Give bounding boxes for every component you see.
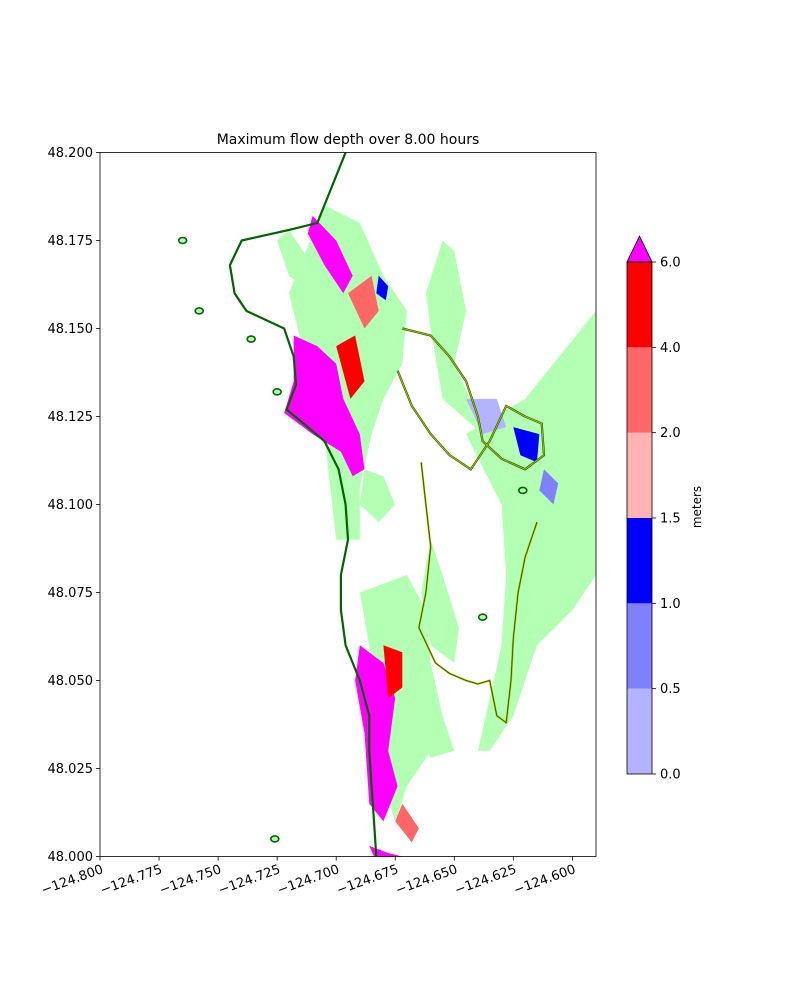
inundated-land-region (359, 469, 396, 523)
deep-flow-region (307, 215, 353, 294)
map-plot-area (177, 152, 596, 857)
deep-flow-region (395, 803, 419, 843)
deep-flow-region (369, 845, 403, 857)
colorbar-extend-max (626, 235, 653, 263)
y-tick-label: 48.075 (48, 586, 94, 601)
shallow-flow-region (376, 275, 389, 301)
y-tick-label: 48.200 (48, 146, 94, 161)
shallow-flow-region (539, 469, 559, 505)
colorbar-tick-label: 0.0 (660, 768, 681, 783)
deep-flow-region (284, 335, 365, 477)
island (269, 835, 280, 843)
deep-flow-region (348, 275, 379, 329)
colorbar-bin (627, 688, 652, 774)
x-tick-label: −124.700 (276, 862, 342, 898)
island (272, 388, 282, 396)
inundated-land-region (277, 229, 313, 294)
inundated-land-region (359, 574, 443, 822)
x-axis: −124.800−124.775−124.750−124.725−124.700… (39, 856, 578, 898)
x-tick-label: −124.800 (39, 862, 105, 898)
y-tick-label: 48.125 (48, 410, 94, 425)
colorbar-bin (627, 518, 652, 604)
shallow-flow-region (513, 427, 540, 463)
x-tick-label: −124.625 (453, 862, 519, 898)
x-tick-label: −124.775 (99, 862, 165, 898)
inundated-land-region (425, 240, 483, 435)
y-tick-label: 48.050 (48, 674, 94, 689)
island (517, 486, 528, 495)
colorbar-tick-label: 2.0 (660, 426, 681, 441)
colorbar-bin (627, 262, 652, 348)
inundated-land-region (421, 539, 459, 663)
y-tick-label: 48.100 (48, 498, 94, 513)
island (477, 613, 488, 621)
inner-boundary-edge (418, 462, 538, 724)
deep-flow-region (336, 335, 365, 399)
inundated-land-region (411, 687, 455, 758)
x-tick-label: −124.600 (512, 862, 578, 898)
x-tick-label: −124.725 (217, 862, 283, 898)
lagoon-contour-inner (397, 328, 545, 470)
colorbar-bin (627, 347, 652, 433)
deep-flow-region (355, 645, 398, 822)
colorbar-tick-label: 0.5 (660, 682, 681, 697)
y-tick-label: 48.025 (48, 762, 94, 777)
y-tick-label: 48.175 (48, 234, 94, 249)
x-tick-label: −124.675 (335, 862, 401, 898)
deep-flow-region (383, 645, 403, 699)
island (194, 307, 204, 315)
chart-title: Maximum flow depth over 8.00 hours (217, 132, 480, 148)
x-tick-label: −124.650 (394, 862, 460, 898)
colorbar-bin (627, 603, 652, 689)
colorbar-label: meters (690, 486, 704, 528)
colorbar-tick-label: 1.5 (660, 512, 681, 527)
x-tick-label: −124.750 (158, 862, 224, 898)
island (177, 236, 188, 245)
inundated-land-region (466, 310, 596, 751)
colorbar-tick-label: 4.0 (660, 341, 681, 356)
colorbar: 0.0 0.5 1.0 1.5 2.0 4.0 6.0 (626, 235, 681, 783)
colorbar-tick-label: 6.0 (660, 256, 681, 271)
island (246, 335, 256, 343)
colorbar-tick-label: 1.0 (660, 597, 681, 612)
colorbar-bin (627, 432, 652, 518)
y-tick-label: 48.000 (48, 850, 94, 865)
y-axis: 48.000 48.025 48.050 48.075 48.100 48.125 48.1… (48, 146, 100, 865)
y-tick-label: 48.150 (48, 322, 94, 337)
coastline (228, 152, 378, 857)
